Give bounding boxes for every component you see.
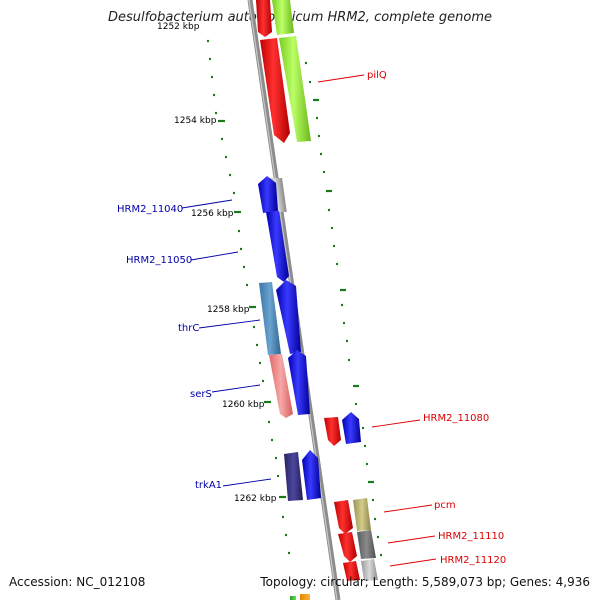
gene-label-sers: serS <box>190 389 212 400</box>
gene-pink-serS <box>269 354 293 418</box>
scale-tick-1260: 1260 kbp <box>222 400 265 410</box>
gene-label-trka1: trkA1 <box>195 480 222 491</box>
map-title: Desulfobacterium autotrophicum HRM2, com… <box>107 10 493 25</box>
gene-label-thrc: thrC <box>178 323 199 334</box>
gene-blue-serS <box>288 350 310 415</box>
scale-tick-1254: 1254 kbp <box>174 116 217 126</box>
gene-label-pcm: pcm <box>434 500 456 511</box>
gene-blue-thrC <box>276 280 301 354</box>
gene-red-top <box>256 0 272 37</box>
gene-label-hrm2-11040: HRM2_11040 <box>117 204 183 215</box>
scale-tick-1258: 1258 kbp <box>207 305 250 315</box>
scale-tick-1262: 1262 kbp <box>234 494 277 504</box>
gene-red-11120 <box>343 561 360 581</box>
gene-green-bottom <box>290 596 296 600</box>
scale-tick-1256: 1256 kbp <box>191 209 234 219</box>
gene-blue-trkA1 <box>302 450 321 500</box>
genome-stats-text: Topology: circular; Length: 5,589,073 bp… <box>260 575 590 589</box>
gene-label-hrm2-11050: HRM2_11050 <box>126 255 192 266</box>
gene-red-pilQ <box>260 38 290 143</box>
gene-blue-11040 <box>258 176 278 213</box>
forward-gene-labels: HRM2_11040 HRM2_11050 thrC serS trkA1 <box>117 199 272 491</box>
reverse-gene-labels: pilQ HRM2_11080 pcm HRM2_11110 HRM2_1112… <box>317 70 506 567</box>
gene-dkgray-11110 <box>357 530 376 559</box>
scale-dashes <box>207 39 382 557</box>
gene-blue-11050 <box>266 211 289 282</box>
gene-red-pcm <box>334 500 353 534</box>
inner-gene-track <box>256 0 321 600</box>
outer-gene-track <box>272 0 378 581</box>
scale-tick-1252: 1252 kbp <box>157 22 200 32</box>
gene-khaki-pcm <box>353 498 371 531</box>
gene-label-hrm2-11110: HRM2_11110 <box>438 531 504 542</box>
gene-lime-pilQ <box>279 36 311 142</box>
gene-orange-bottom <box>300 594 310 600</box>
gene-blue-11080 <box>342 412 361 444</box>
gene-navy-trkA1 <box>284 452 303 501</box>
gene-steel-thrC <box>259 282 281 355</box>
accession-text: Accession: NC_012108 <box>9 575 146 589</box>
gene-label-hrm2-11080: HRM2_11080 <box>423 413 489 424</box>
gene-label-pilq: pilQ <box>367 70 387 81</box>
gene-lightgray-11120 <box>361 559 378 581</box>
gene-lime-top <box>272 0 294 35</box>
gene-red-11110 <box>338 532 357 562</box>
gene-label-hrm2-11120: HRM2_11120 <box>440 555 506 566</box>
gene-red-11080 <box>324 417 341 446</box>
